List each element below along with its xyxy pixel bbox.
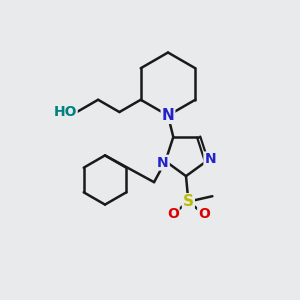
Text: N: N [157, 156, 169, 170]
Text: N: N [204, 152, 216, 167]
Text: O: O [198, 207, 210, 221]
Text: S: S [183, 194, 194, 209]
Text: N: N [162, 108, 174, 123]
Text: O: O [167, 207, 179, 221]
Text: HO: HO [53, 105, 77, 119]
